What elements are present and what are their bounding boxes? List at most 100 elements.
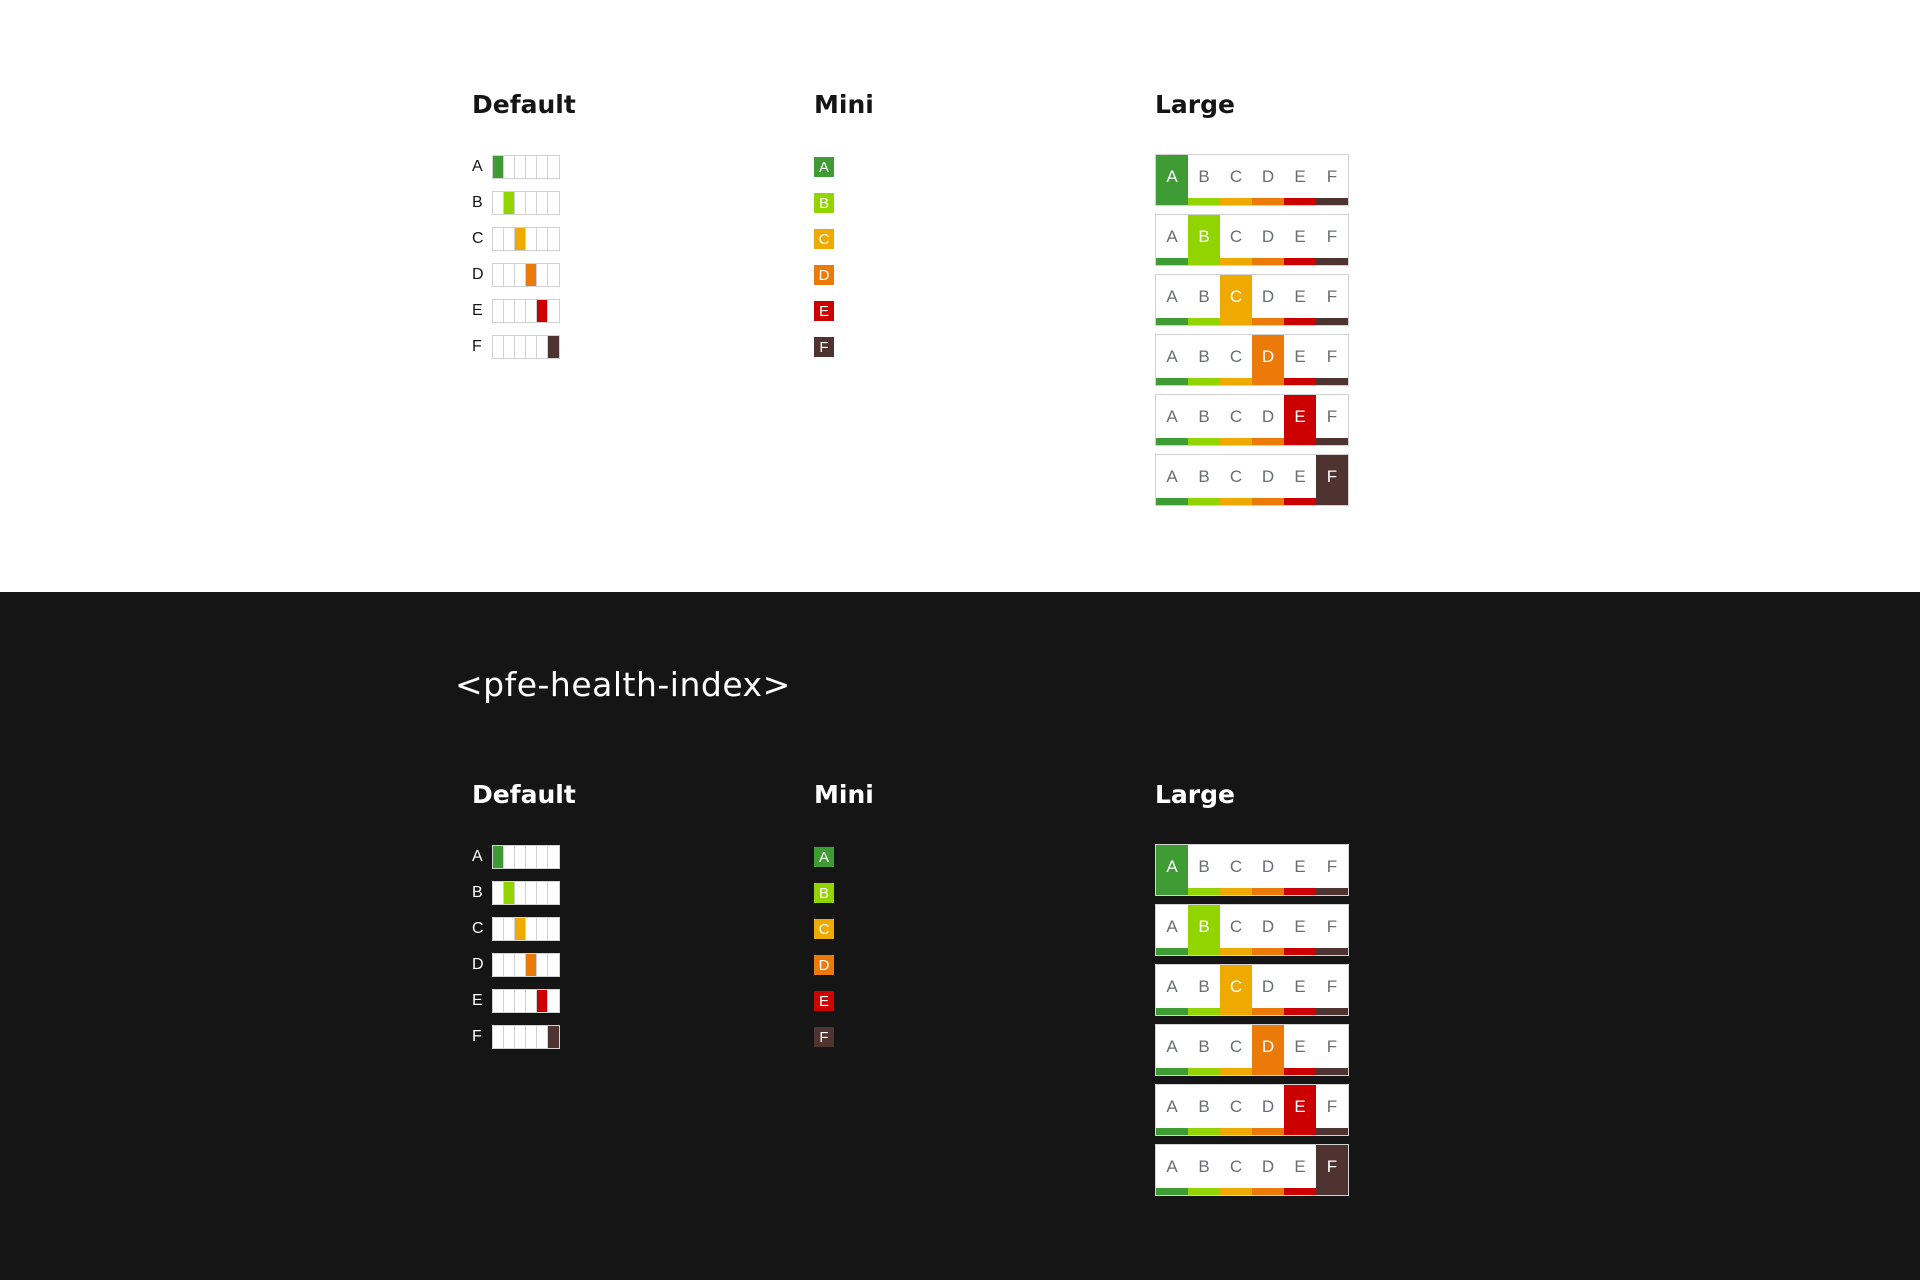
health-index-large-letter: D <box>1261 406 1275 426</box>
health-index-large-color-bar <box>1284 888 1316 895</box>
health-index-segment <box>548 336 559 358</box>
health-index-segment <box>526 918 537 940</box>
health-index-large-letter: F <box>1326 1096 1338 1116</box>
health-index-large-cell: E <box>1284 335 1316 385</box>
health-index-large-cell: D <box>1252 395 1284 445</box>
health-index-large-letter: C <box>1229 286 1243 306</box>
health-index-large-color-bar <box>1252 438 1284 445</box>
health-index-large-letter: D <box>1261 286 1275 306</box>
health-index-large-cell: A <box>1156 275 1188 325</box>
health-index-segment <box>548 846 559 868</box>
health-index-segment <box>548 300 559 322</box>
health-index-mini-d: D <box>814 262 874 288</box>
health-index-segment <box>548 918 559 940</box>
health-index-large-letter: B <box>1198 1156 1210 1176</box>
health-index-large-letter: F <box>1326 166 1338 186</box>
large-heading-dark: Large <box>1155 780 1235 809</box>
health-index-mini-badge: A <box>814 157 834 177</box>
health-index-large-color-bar <box>1220 438 1252 445</box>
health-index-mini-badge: D <box>814 955 834 975</box>
health-index-mini-d: D <box>814 952 874 978</box>
health-index-large-color-bar <box>1284 198 1316 205</box>
health-index-grade-label: C <box>472 920 484 937</box>
health-index-large-letter: A <box>1166 166 1178 186</box>
health-index-segment <box>526 990 537 1012</box>
health-index-large-color-bar <box>1220 498 1252 505</box>
health-index-large-cell: B <box>1188 215 1220 265</box>
health-index-large-cell: F <box>1316 1145 1348 1195</box>
health-index-large-cell: C <box>1220 395 1252 445</box>
health-index-segment <box>526 228 537 250</box>
health-index-large-letter: E <box>1294 1096 1306 1116</box>
health-index-large-cell: F <box>1316 455 1348 505</box>
health-index-large-cell: A <box>1156 965 1188 1015</box>
health-index-large-letter: D <box>1261 466 1275 486</box>
health-index-mini-badge: F <box>814 1027 834 1047</box>
default-column: Default A B C D E F <box>472 86 576 370</box>
health-index-segment <box>493 990 504 1012</box>
health-index-large-color-bar <box>1252 888 1284 895</box>
default-list: A B C D E F <box>472 154 576 360</box>
health-index-large-color-bar <box>1156 1128 1188 1135</box>
health-index-segment <box>515 192 526 214</box>
health-index-segment <box>515 1026 526 1048</box>
health-index-large-letter: B <box>1198 856 1210 876</box>
health-index-default-f: F <box>472 1024 576 1050</box>
health-index-mini-e: E <box>814 298 874 324</box>
health-index-mini-e: E <box>814 988 874 1014</box>
health-index-large-letter: A <box>1166 856 1178 876</box>
health-index-large-letter: D <box>1261 976 1275 996</box>
health-index-segment <box>515 882 526 904</box>
health-index-segment <box>504 156 515 178</box>
health-index-large-letter: D <box>1261 916 1275 936</box>
health-index-large-letter: A <box>1166 1156 1178 1176</box>
health-index-large-letter: B <box>1198 1036 1210 1056</box>
health-index-large-letter: E <box>1294 346 1306 366</box>
health-index-large-cell: E <box>1284 1085 1316 1135</box>
health-index-large-color-bar <box>1316 318 1348 325</box>
health-index-segment <box>515 300 526 322</box>
health-index-mini-b: B <box>814 190 874 216</box>
health-index-large-cell: D <box>1252 335 1284 385</box>
health-index-large-color-bar <box>1284 258 1316 265</box>
mini-heading: Mini <box>814 90 874 119</box>
health-index-grade-label: B <box>472 194 483 211</box>
health-index-segment <box>493 954 504 976</box>
health-index-bar <box>492 299 560 323</box>
health-index-large-letter: F <box>1326 976 1338 996</box>
health-index-large-cell: F <box>1316 395 1348 445</box>
health-index-segment <box>493 156 504 178</box>
health-index-segment <box>526 264 537 286</box>
health-index-mini-badge: E <box>814 991 834 1011</box>
health-index-segment <box>548 264 559 286</box>
health-index-large-color-bar <box>1156 1008 1188 1015</box>
health-index-large-letter: A <box>1166 406 1178 426</box>
health-index-large-color-bar <box>1284 378 1316 385</box>
health-index-large-cell: C <box>1220 275 1252 325</box>
health-index-large-cell: B <box>1188 845 1220 895</box>
health-index-large-color-bar <box>1252 1188 1284 1195</box>
health-index-segment <box>537 192 548 214</box>
health-index-large-color-bar <box>1156 318 1188 325</box>
health-index-segment <box>504 228 515 250</box>
health-index-large-cell: C <box>1220 845 1252 895</box>
health-index-large-color-bar <box>1316 438 1348 445</box>
health-index-mini-badge: C <box>814 919 834 939</box>
health-index-bar <box>492 227 560 251</box>
health-index-segment <box>515 156 526 178</box>
default-heading: Default <box>472 90 576 119</box>
health-index-segment <box>493 336 504 358</box>
health-index-large-cell: F <box>1316 965 1348 1015</box>
health-index-large-letter: E <box>1294 1156 1306 1176</box>
health-index-large-cell: A <box>1156 215 1188 265</box>
health-index-large-letter: B <box>1198 166 1210 186</box>
health-index-large-color-bar <box>1284 1068 1316 1075</box>
health-index-default-d: D <box>472 952 576 978</box>
health-index-segment <box>493 300 504 322</box>
